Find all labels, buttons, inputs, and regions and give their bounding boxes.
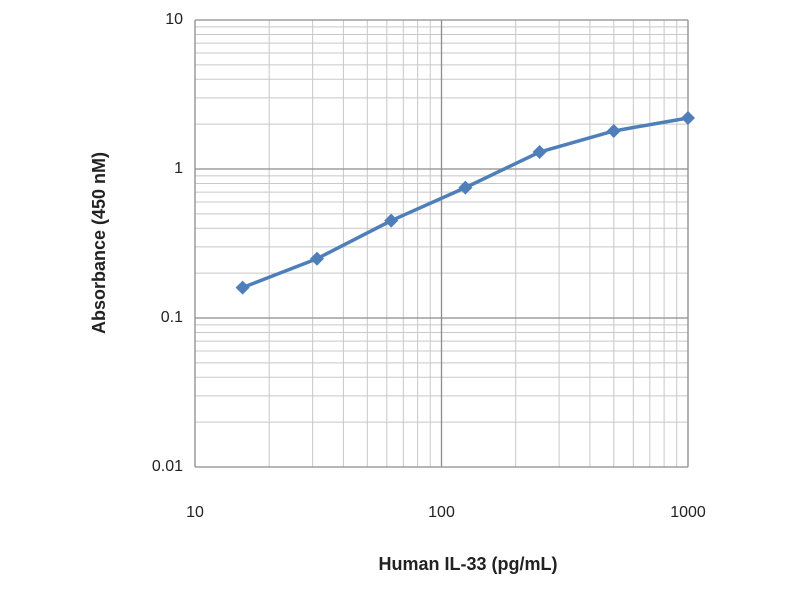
data-point [384,213,399,228]
y-tick-label: 10 [165,11,183,28]
data-point [681,110,695,125]
x-tick-label: 1000 [670,504,706,521]
y-tick-label: 0.01 [152,458,183,475]
x-axis-title: Human IL-33 (pg/mL) [379,554,558,574]
data-line [241,116,689,290]
data-point [458,180,473,195]
y-tick-label: 0.1 [161,309,183,326]
data-point [606,123,621,138]
data-point [532,145,547,160]
data-point [309,251,324,266]
y-axis-title: Absorbance (450 nM) [89,152,109,334]
x-tick-label: 100 [428,504,455,521]
data-point [235,280,250,295]
y-tick-label: 1 [174,160,183,177]
x-tick-label: 10 [186,504,204,521]
